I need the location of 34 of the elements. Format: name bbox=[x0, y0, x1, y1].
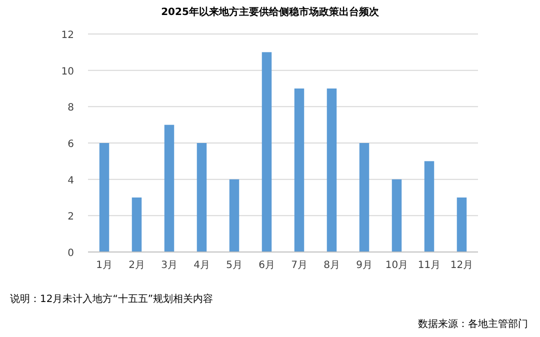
chart-title: 2025年以来地方主要供给侧稳市场政策出台频次 bbox=[161, 6, 380, 18]
bar bbox=[132, 198, 142, 252]
bar bbox=[99, 143, 110, 252]
source-note: 数据来源：各地主管部门 bbox=[418, 318, 528, 330]
x-tick-label: 4月 bbox=[194, 260, 210, 271]
bar bbox=[164, 124, 174, 252]
bar bbox=[326, 88, 337, 252]
x-tick-label: 3月 bbox=[161, 260, 178, 271]
x-tick-label: 7月 bbox=[291, 260, 308, 271]
y-tick-label: 4 bbox=[68, 175, 74, 186]
x-tick-label: 9月 bbox=[356, 260, 372, 271]
bar bbox=[294, 88, 304, 252]
text: 说明：12月未计入地方“十五五”规划相关内容 bbox=[10, 293, 214, 305]
y-tick-label: 8 bbox=[68, 102, 74, 114]
x-tick-label: 10月 bbox=[385, 260, 408, 271]
bar bbox=[424, 161, 434, 252]
bar bbox=[392, 179, 402, 252]
bar bbox=[229, 179, 240, 252]
y-tick-label: 0 bbox=[68, 248, 74, 259]
y-tick-label: 12 bbox=[61, 30, 74, 41]
bar bbox=[262, 52, 272, 252]
x-tick-label: 6月 bbox=[258, 260, 275, 271]
y-tick-label: 10 bbox=[61, 66, 74, 78]
y-tick-label: 2 bbox=[68, 212, 74, 223]
y-tick-label: 6 bbox=[68, 139, 74, 150]
x-tick-label: 5月 bbox=[226, 260, 242, 271]
x-tick-label: 2月 bbox=[128, 260, 145, 271]
x-tick-label: 8月 bbox=[324, 260, 340, 271]
x-tick-label: 11月 bbox=[418, 260, 441, 271]
bar bbox=[456, 198, 467, 252]
bar bbox=[359, 143, 370, 252]
bar bbox=[196, 143, 207, 252]
x-tick-label: 1月 bbox=[96, 260, 112, 271]
x-tick-label: 12月 bbox=[450, 260, 474, 271]
